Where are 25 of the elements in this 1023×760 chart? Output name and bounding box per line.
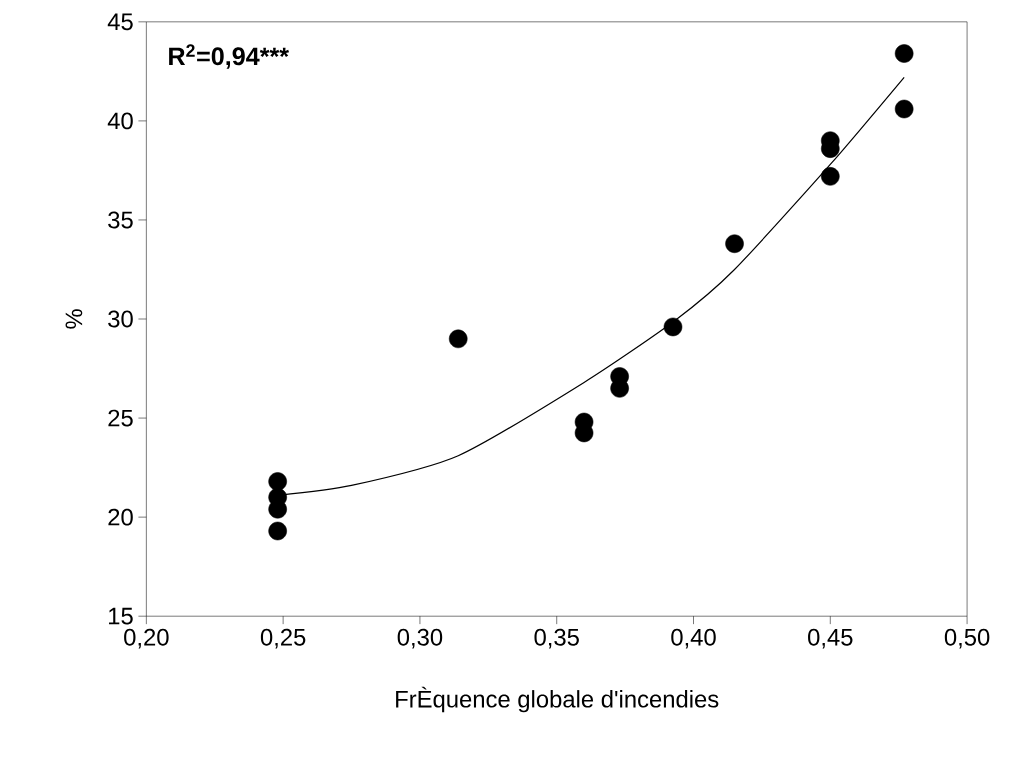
- annotation: R$^{2}$=0,94***: [169, 44, 290, 69]
- y-axis-title: %: [65, 309, 83, 329]
- point: [894, 44, 914, 63]
- x-tick-label: 0,40: [671, 628, 716, 649]
- y-tick-label: 45: [107, 13, 133, 30]
- y-tick-label: 40: [107, 112, 133, 130]
- x-tick-label: 0,50: [944, 628, 990, 649]
- x-tick-label: 0,45: [808, 628, 853, 649]
- x-tick-label: 0,25: [260, 628, 306, 649]
- y-tick-label: 25: [108, 409, 133, 427]
- point: [268, 521, 287, 541]
- x-tick-label: 0,35: [534, 628, 579, 649]
- x-tick-label: 0,30: [397, 628, 443, 649]
- point: [894, 99, 914, 119]
- x-axis-title: FrÈquence globale d'incendies: [396, 686, 719, 713]
- point: [663, 317, 683, 336]
- point: [821, 166, 840, 186]
- point: [725, 234, 744, 253]
- point: [448, 329, 468, 348]
- y-tick-label: 30: [108, 310, 133, 328]
- point: [268, 471, 287, 491]
- x-tick-label: 0,20: [124, 628, 169, 649]
- y-tick-label: 20: [108, 508, 133, 526]
- y-tick-label: 15: [109, 607, 133, 625]
- y-tick-label: 35: [108, 211, 133, 229]
